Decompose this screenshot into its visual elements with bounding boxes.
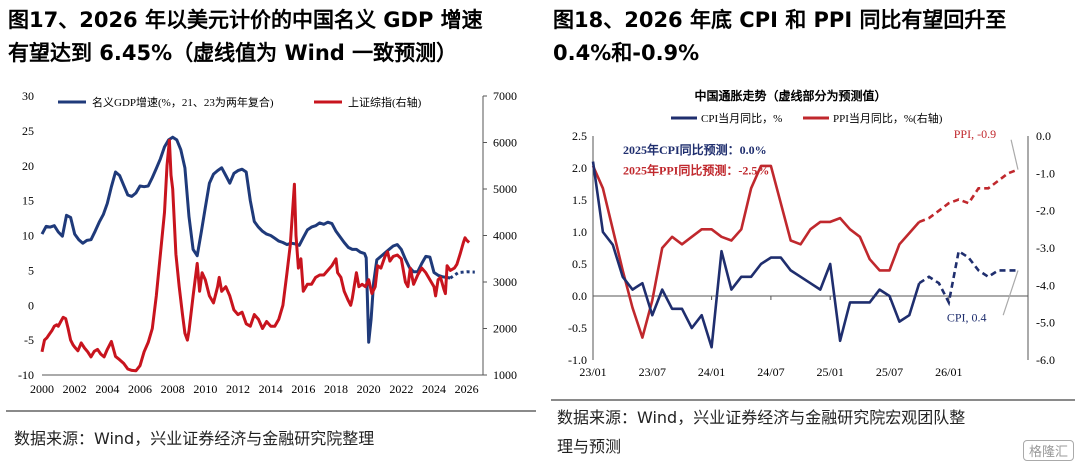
x-tick-label: 25/07 [876, 365, 903, 379]
right-source: 数据来源：Wind，兴业证券经济与金融研究院宏观团队整 理与预测 [557, 403, 965, 461]
x-tick-label: 24/07 [757, 365, 784, 379]
annotation-ppi-end: PPI, -0.9 [954, 127, 996, 141]
y-right-tick-label: -2.0 [1036, 204, 1055, 218]
right-figure-title: 图18、2026 年底 CPI 和 PPI 同比有望回升至 0.4%和-0.9% [553, 4, 1006, 70]
x-tick-label: 26/01 [935, 365, 962, 379]
y-right-tick-label: 2000 [493, 322, 517, 336]
y-left-tick-label: -0.5 [568, 321, 587, 335]
y-left-tick-label: -5 [24, 333, 34, 347]
right-title-line2: 0.4%和-0.9% [553, 41, 700, 65]
y-left-tick-label: 2.0 [572, 161, 587, 175]
annotation-ppi-leader [1010, 139, 1019, 170]
y-right-tick-label: 1000 [493, 368, 517, 382]
y-right-tick-label: -3.0 [1036, 241, 1055, 255]
legend-label-cpi: CPI当月同比，% [701, 111, 782, 125]
watermark-logo: 格隆汇 [1022, 440, 1074, 461]
chart-title: 中国通胀走势（虚线部分为预测值） [694, 88, 886, 103]
y-right-tick-label: -1.0 [1036, 166, 1055, 180]
y-left-tick-label: -10 [18, 368, 34, 382]
x-tick-label: 2014 [259, 382, 283, 396]
inflation-chart: 中国通胀走势（虚线部分为预测值） CPI当月同比，% PPI当月同比，%(右轴) -1… [568, 88, 1055, 379]
right-panel: 图18、2026 年底 CPI 和 PPI 同比有望回升至 0.4%和-0.9%… [545, 0, 1080, 465]
y-left-tick-label: 25 [22, 124, 34, 138]
y-right-tick-label: -4.0 [1036, 278, 1055, 292]
annotation-ppi-2025: 2025年PPI同比预测：-2.5% [623, 162, 769, 177]
left-title-line1: 图17、2026 年以美元计价的中国名义 GDP 增速 [8, 8, 483, 32]
left-title-line2: 有望达到 6.45%（虚线值为 Wind 一致预测） [8, 41, 458, 65]
x-tick-label: 2024 [422, 382, 446, 396]
x-tick-label: 23/01 [579, 365, 606, 379]
y-right-tick-label: 4000 [493, 229, 517, 243]
y-right-tick-label: -5.0 [1036, 316, 1055, 330]
x-tick-label: 2000 [30, 382, 54, 396]
left-panel: 图17、2026 年以美元计价的中国名义 GDP 增速 有望达到 6.45%（虚… [6, 4, 536, 448]
right-divider [551, 399, 1075, 401]
series-forecast-gdp [449, 270, 475, 280]
x-tick-label: 2002 [63, 382, 87, 396]
y-right-tick-label: 0.0 [1036, 129, 1051, 143]
x-tick-label: 2008 [161, 382, 185, 396]
right-source-line2: 理与预测 [557, 437, 622, 456]
series-line-gdp [40, 135, 451, 344]
left-figure-title: 图17、2026 年以美元计价的中国名义 GDP 增速 有望达到 6.45%（虚… [8, 4, 483, 70]
y-left-tick-label: 10 [22, 229, 34, 243]
series-forecast-ppi [918, 168, 1019, 224]
x-tick-label: 2004 [95, 382, 119, 396]
series-forecast-cpi [918, 249, 1018, 307]
y-left-tick-label: 0.5 [572, 257, 587, 271]
y-left-tick-label: 30 [22, 89, 34, 103]
y-right-tick-label: -6.0 [1036, 353, 1055, 367]
x-tick-label: 24/01 [698, 365, 725, 379]
x-tick-label: 23/07 [639, 365, 666, 379]
x-tick-label: 2026 [455, 382, 479, 396]
x-tick-label: 2010 [193, 382, 217, 396]
series-line-index [40, 138, 471, 373]
y-left-tick-label: -1.0 [568, 353, 587, 367]
annotation-cpi-2025: 2025年CPI同比预测：0.0% [623, 142, 767, 157]
y-left-tick-label: 1.5 [572, 193, 587, 207]
y-left-tick-label: 20 [22, 159, 34, 173]
x-tick-label: 2022 [389, 382, 413, 396]
series-line-cpi [591, 161, 921, 349]
y-left-tick-label: 0 [28, 298, 34, 312]
x-tick-label: 2012 [226, 382, 250, 396]
x-tick-label: 2006 [128, 382, 152, 396]
y-left-tick-label: 15 [22, 194, 34, 208]
legend-label: 名义GDP增速(%，21、23为两年复合) [92, 95, 274, 109]
y-right-tick-label: 6000 [493, 136, 517, 150]
x-tick-label: 2020 [357, 382, 381, 396]
legend-label: 上证综指(右轴) [348, 95, 422, 109]
annotation-cpi-leader [1002, 270, 1019, 316]
gdp-index-chart: -10 -5 0 5 10 15 20 25 30 1000 2000 3000 4000 5000 600… [18, 89, 517, 396]
y-left-tick-label: 0.0 [572, 289, 587, 303]
left-source: 数据来源：Wind，兴业证券经济与金融研究院整理 [14, 429, 375, 448]
x-tick-label: 25/01 [817, 365, 844, 379]
y-right-tick-label: 3000 [493, 275, 517, 289]
annotation-cpi-end: CPI, 0.4 [947, 311, 987, 325]
legend-label-ppi: PPI当月同比，%(右轴) [833, 111, 943, 125]
x-tick-label: 2018 [324, 382, 348, 396]
y-right-tick-label: 5000 [493, 182, 517, 196]
series-line-ppi [591, 164, 921, 339]
x-tick-label: 2016 [291, 382, 315, 396]
left-divider [6, 410, 536, 412]
y-left-tick-label: 5 [28, 263, 34, 277]
right-source-line1: 数据来源：Wind，兴业证券经济与金融研究院宏观团队整 [557, 408, 966, 427]
y-left-tick-label: 1.0 [572, 225, 587, 239]
y-right-tick-label: 7000 [493, 89, 517, 103]
right-title-line1: 图18、2026 年底 CPI 和 PPI 同比有望回升至 [553, 8, 1007, 32]
y-left-tick-label: 2.5 [572, 129, 587, 143]
